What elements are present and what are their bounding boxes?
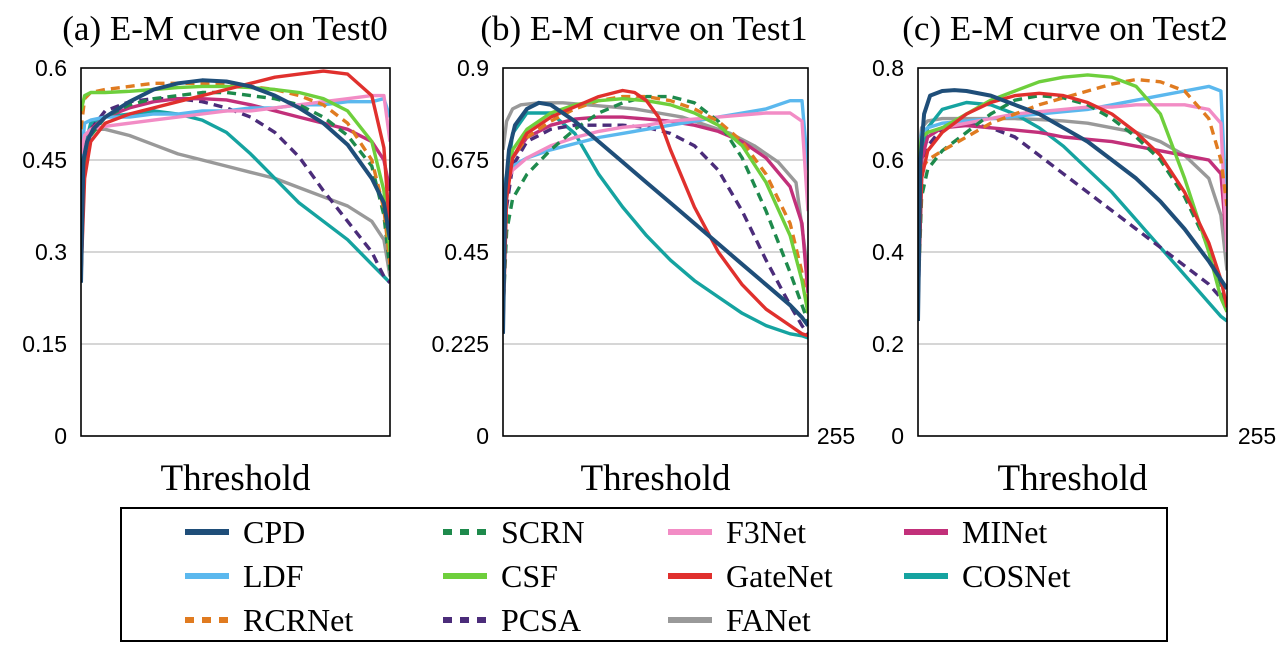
x-axis-label: Threshold	[160, 458, 311, 499]
legend-label: MINet	[962, 514, 1047, 550]
x-tick-label: 255	[817, 423, 855, 449]
chart-panel-2: (b) E-M curve on Test1 0 0.225 0.45 0.675 0.9…	[431, 9, 855, 499]
series-line-f3net	[503, 111, 808, 212]
chart-title: (c) E-M curve on Test2	[902, 9, 1227, 48]
y-tick-label: 0.8	[872, 55, 904, 81]
legend-label: CPD	[243, 514, 305, 550]
legend-label: FANet	[726, 602, 811, 638]
legend-item-fanet: FANet	[668, 602, 811, 638]
legend-label: LDF	[243, 558, 303, 594]
series-line-pcsa	[503, 123, 808, 335]
series-line-fanet	[918, 116, 1227, 271]
legend-label: F3Net	[726, 514, 806, 550]
y-tick-label: 0.45	[22, 147, 67, 173]
plot-frame	[917, 67, 1228, 437]
series-line-cpd	[81, 78, 390, 283]
plot-frame	[502, 67, 809, 437]
legend-item-ldf: LDF	[185, 558, 303, 594]
legend-label: CSF	[501, 558, 558, 594]
series-line-pcsa	[81, 96, 390, 284]
legend-box	[120, 507, 1168, 642]
y-tick-label: 0.6	[872, 147, 904, 173]
x-axis-label: Threshold	[997, 458, 1148, 499]
legend-item-f3net: F3Net	[668, 514, 806, 550]
series-line-rcrnet	[81, 81, 390, 265]
legend-item-rcrnet: RCRNet	[185, 602, 353, 638]
series-line-cosnet	[503, 111, 808, 340]
series-line-fanet	[503, 101, 808, 273]
series-line-gatenet	[81, 69, 390, 277]
y-tick-label: 0.2	[872, 331, 904, 357]
y-tick-label: 0.225	[431, 331, 489, 357]
legend-label: COSNet	[962, 558, 1071, 594]
legend-item-scrn: SCRN	[443, 514, 585, 550]
y-tick-label: 0.3	[35, 239, 67, 265]
series-line-fanet	[81, 127, 390, 277]
plot-frame	[80, 67, 391, 437]
legend-label: SCRN	[501, 514, 585, 550]
series-line-scrn	[503, 94, 808, 323]
series-line-cosnet	[918, 100, 1227, 323]
y-tick-label: 0.45	[444, 239, 489, 265]
legend-item-gatenet: GateNet	[668, 558, 833, 594]
chart-panel-1: (a) E-M curve on Test0 0 0.15 0.3 0.45 0.6 Thr…	[22, 9, 391, 499]
series-line-csf	[918, 73, 1227, 313]
legend-label: GateNet	[726, 558, 833, 594]
series-line-csf	[81, 84, 390, 253]
series-line-pcsa	[918, 121, 1227, 309]
series-line-gatenet	[503, 88, 808, 338]
chart-title: (a) E-M curve on Test0	[62, 9, 387, 48]
series-line-rcrnet	[918, 77, 1227, 207]
y-tick-label: 0.9	[457, 55, 489, 81]
series-line-cpd	[503, 100, 808, 334]
y-tick-label: 0.6	[35, 55, 67, 81]
y-tick-label: 0	[54, 423, 67, 449]
panels: (a) E-M curve on Test0 0 0.15 0.3 0.45 0.6 Thr…	[22, 9, 1276, 499]
series-line-scrn	[918, 93, 1227, 313]
legend-item-cosnet: COSNet	[904, 558, 1071, 594]
legend-item-csf: CSF	[443, 558, 558, 594]
y-tick-label: 0	[891, 423, 904, 449]
x-axis-label: Threshold	[580, 458, 731, 499]
y-tick-label: 0.4	[872, 239, 904, 265]
series-line-ldf	[918, 84, 1227, 220]
legend-item-cpd: CPD	[185, 514, 305, 550]
x-tick-label: 255	[1238, 423, 1276, 449]
y-tick-label: 0.15	[22, 331, 67, 357]
y-tick-label: 0.675	[431, 147, 489, 173]
chart-panel-3: (c) E-M curve on Test2 0 0.2 0.4 0.6 0.8 255 Th…	[872, 9, 1276, 499]
chart-title: (b) E-M curve on Test1	[480, 9, 807, 48]
legend-label: PCSA	[501, 602, 581, 638]
legend-item-minet: MINet	[904, 514, 1047, 550]
legend-item-pcsa: PCSA	[443, 602, 581, 638]
series-line-cpd	[918, 88, 1227, 322]
y-tick-label: 0	[476, 423, 489, 449]
legend-label: RCRNet	[243, 602, 353, 638]
series-line-gatenet	[918, 91, 1227, 308]
legend: CPD SCRN F3Net MINet LDF CSF GateNet COSNet RCRN…	[120, 507, 1168, 642]
